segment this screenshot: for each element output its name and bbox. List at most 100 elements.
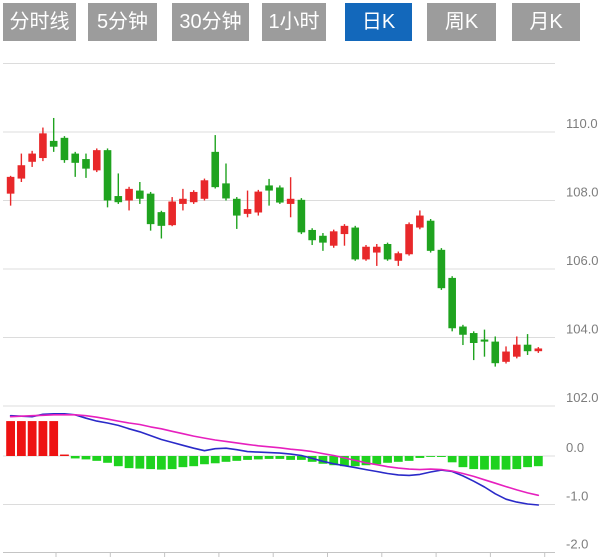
tab-5min[interactable]: 5分钟 bbox=[88, 3, 157, 41]
macd-bar-negative bbox=[81, 456, 91, 460]
candle-body bbox=[523, 344, 532, 352]
macd-bar-negative bbox=[146, 456, 156, 470]
candle-body bbox=[114, 196, 123, 203]
candle-body bbox=[125, 188, 133, 201]
macd-bar-negative bbox=[243, 456, 252, 460]
macd-bar-negative bbox=[178, 456, 188, 468]
candle-body bbox=[189, 191, 198, 203]
macd-dea-line bbox=[9, 413, 540, 497]
candle-body bbox=[286, 198, 295, 204]
macd-bar-negative bbox=[533, 456, 543, 467]
macd-bar-negative bbox=[264, 456, 274, 459]
macd-bar-negative bbox=[296, 456, 306, 460]
macd-bar-negative bbox=[361, 456, 371, 466]
candle-body bbox=[491, 341, 500, 364]
candle-body bbox=[200, 180, 209, 199]
macd-bar-negative bbox=[404, 456, 414, 461]
macd-bar-negative bbox=[189, 456, 199, 467]
candle-body bbox=[6, 176, 15, 194]
candle-body bbox=[351, 227, 360, 260]
candle-body bbox=[71, 153, 80, 163]
macd-bar-negative bbox=[156, 456, 166, 470]
candle-body bbox=[103, 150, 112, 201]
candle-body bbox=[362, 246, 370, 260]
candle-body bbox=[502, 351, 510, 362]
price-axis-label: 108.0 bbox=[566, 185, 599, 200]
macd-bar-negative bbox=[232, 456, 242, 461]
candle-body bbox=[319, 235, 327, 243]
interval-tabbar: 分时线 5分钟 30分钟 1小时 日K 周K 月K bbox=[0, 3, 613, 41]
candle-body bbox=[416, 215, 424, 228]
candle-body bbox=[39, 133, 47, 159]
macd-bar-negative bbox=[124, 456, 134, 469]
macd-bar-negative bbox=[340, 456, 349, 467]
price-axis-label: 106.0 bbox=[566, 253, 599, 268]
candle-body bbox=[340, 225, 349, 235]
candle-body bbox=[232, 198, 241, 216]
macd-bar-negative bbox=[113, 456, 123, 467]
tab-weekly-k[interactable]: 周K bbox=[427, 3, 496, 41]
macd-bar-negative bbox=[210, 456, 220, 464]
candle-body bbox=[146, 193, 155, 225]
candle-body bbox=[49, 140, 58, 147]
candle-body bbox=[28, 153, 36, 162]
macd-bar-negative bbox=[523, 456, 532, 468]
candle-body bbox=[448, 277, 456, 329]
candle-body bbox=[383, 243, 392, 260]
macd-bar-negative bbox=[437, 456, 446, 457]
macd-bar-negative bbox=[372, 456, 382, 465]
tab-timeline[interactable]: 分时线 bbox=[3, 3, 76, 41]
tab-30min[interactable]: 30分钟 bbox=[172, 3, 249, 41]
candle-body bbox=[480, 339, 489, 342]
macd-bar-negative bbox=[253, 456, 263, 460]
macd-bar-negative bbox=[329, 456, 339, 466]
tab-daily-k[interactable]: 日K bbox=[345, 3, 412, 41]
macd-bar-negative bbox=[318, 456, 328, 464]
macd-bar-negative bbox=[135, 456, 145, 469]
candle-body bbox=[469, 333, 478, 343]
candle-body bbox=[211, 151, 220, 188]
macd-bar-negative bbox=[167, 456, 177, 470]
macd-bar-negative bbox=[393, 456, 403, 462]
macd-bar-negative bbox=[275, 456, 285, 459]
price-axis-label: 110.0 bbox=[566, 116, 598, 131]
candle-body bbox=[92, 150, 101, 171]
macd-bar-negative bbox=[221, 456, 231, 462]
candle-body bbox=[394, 253, 403, 261]
macd-bar-positive bbox=[27, 421, 37, 456]
tab-1hour[interactable]: 1小时 bbox=[262, 3, 326, 41]
macd-bar-negative bbox=[447, 456, 457, 463]
candle-body bbox=[426, 220, 435, 251]
macd-bar-negative bbox=[426, 456, 436, 457]
indicator-axis-label: -1.0 bbox=[566, 489, 588, 504]
macd-bar-negative bbox=[286, 456, 296, 460]
macd-bar-negative bbox=[70, 456, 80, 459]
tab-monthly-k[interactable]: 月K bbox=[512, 3, 580, 41]
macd-bar-positive bbox=[16, 421, 26, 456]
macd-bar-negative bbox=[92, 456, 102, 461]
candle-body bbox=[265, 185, 273, 191]
candle-body bbox=[17, 165, 26, 179]
candle-body bbox=[512, 344, 521, 357]
macd-bar-negative bbox=[469, 456, 479, 470]
candle-body bbox=[82, 159, 90, 169]
indicator-axis-label: 0.0 bbox=[566, 440, 584, 455]
candle-body bbox=[437, 249, 446, 289]
candle-body bbox=[329, 231, 338, 246]
macd-bar-negative bbox=[383, 456, 392, 463]
macd-bar-negative bbox=[501, 456, 511, 470]
indicator-axis-label: -2.0 bbox=[566, 537, 588, 552]
macd-bar-negative bbox=[415, 456, 425, 458]
candle-body bbox=[254, 191, 263, 213]
candle-body bbox=[297, 199, 306, 233]
candle-body bbox=[372, 246, 381, 253]
macd-bar-negative bbox=[458, 456, 468, 468]
candle-body bbox=[459, 326, 467, 335]
macd-bar-positive bbox=[38, 421, 48, 456]
macd-bar-negative bbox=[200, 456, 209, 465]
candle-body bbox=[60, 137, 69, 161]
candle-body bbox=[405, 224, 413, 255]
macd-bar-positive bbox=[49, 421, 59, 456]
